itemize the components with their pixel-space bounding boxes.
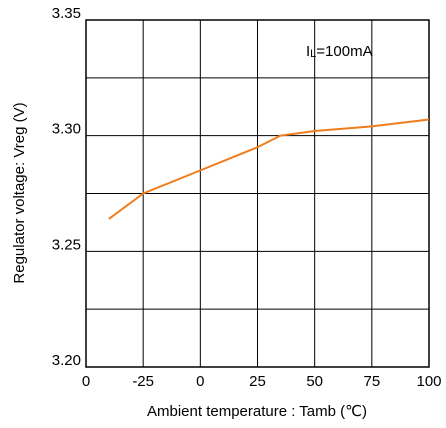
x-tick-label: 100 <box>416 373 441 390</box>
x-axis-label: Ambient temperature : Tamb (℃) <box>147 403 367 420</box>
x-tick-label: -25 <box>132 373 154 390</box>
x-tick-label: 75 <box>363 373 380 390</box>
plot-frame <box>85 19 430 368</box>
y-tick-label: 3.20 <box>52 352 81 369</box>
annotation-sub: L <box>310 48 316 60</box>
annotation: IL=100mA <box>306 43 373 60</box>
y-axis-label: Regulator voltage: Vreg (V) <box>11 102 28 283</box>
annotation-main: I <box>306 43 310 60</box>
y-tick-label: 3.30 <box>52 121 81 138</box>
annotation-rest: =100mA <box>316 43 372 60</box>
data-line <box>108 118 430 220</box>
x-tick-label: 25 <box>249 373 266 390</box>
y-tick-label: 3.25 <box>52 236 81 253</box>
y-tick-label: 3.35 <box>52 5 81 22</box>
x-tick-label: 0 <box>196 373 204 390</box>
x-tick-label: 0 <box>82 373 90 390</box>
x-tick-label: 50 <box>306 373 323 390</box>
